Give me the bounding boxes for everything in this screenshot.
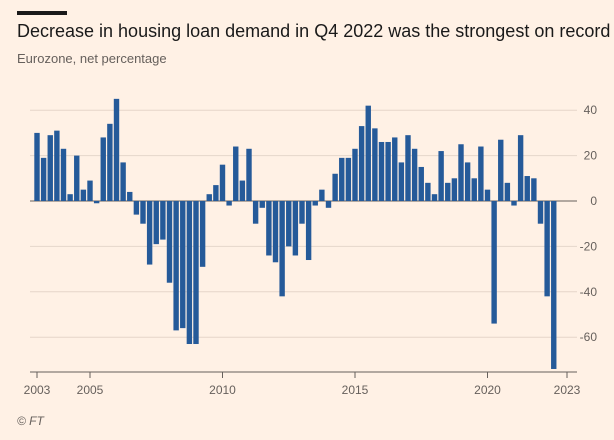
bar bbox=[478, 146, 484, 201]
bar bbox=[219, 164, 226, 201]
bar bbox=[213, 185, 219, 201]
bar bbox=[431, 194, 438, 201]
bar bbox=[524, 176, 530, 201]
bar bbox=[60, 148, 67, 201]
bar bbox=[146, 201, 153, 265]
bar bbox=[233, 146, 239, 201]
bar bbox=[385, 141, 391, 201]
bar bbox=[193, 201, 199, 345]
bar bbox=[93, 201, 100, 204]
y-tick-label: -40 bbox=[580, 285, 598, 299]
bar bbox=[312, 201, 318, 206]
bar bbox=[74, 155, 80, 201]
bar bbox=[411, 148, 418, 201]
x-tick-label: 2005 bbox=[77, 383, 104, 397]
bar bbox=[451, 178, 458, 201]
x-tick-label: 2020 bbox=[474, 383, 501, 397]
bar bbox=[504, 182, 511, 201]
bar bbox=[418, 166, 424, 201]
bar bbox=[292, 201, 299, 256]
y-tick-label: 0 bbox=[590, 194, 597, 208]
y-tick-label: -20 bbox=[580, 239, 598, 253]
bar bbox=[153, 201, 159, 245]
bar bbox=[531, 178, 537, 201]
bar bbox=[186, 201, 193, 345]
axes: 40 20 0 -20 -40 -60 2003 2005 2010 2015 2020 2023 bbox=[24, 103, 598, 397]
bar bbox=[392, 137, 398, 201]
bar bbox=[345, 157, 352, 201]
bar bbox=[107, 123, 113, 201]
bar bbox=[405, 135, 411, 201]
bar bbox=[100, 137, 106, 201]
bar bbox=[498, 139, 504, 201]
bar bbox=[239, 180, 246, 201]
bar bbox=[127, 191, 133, 201]
bar bbox=[544, 201, 550, 297]
bar bbox=[160, 201, 166, 240]
bar bbox=[246, 148, 252, 201]
bar bbox=[252, 201, 259, 224]
bar bbox=[365, 105, 371, 201]
x-tick-label: 2015 bbox=[342, 383, 369, 397]
bar bbox=[358, 126, 365, 201]
bar bbox=[120, 162, 126, 201]
bar bbox=[537, 201, 544, 224]
bar bbox=[166, 201, 173, 283]
source-credit: © FT bbox=[17, 414, 44, 428]
bar bbox=[339, 157, 345, 201]
bar bbox=[398, 162, 405, 201]
bar bbox=[325, 201, 332, 208]
bar bbox=[464, 162, 471, 201]
bars bbox=[34, 98, 557, 369]
bar bbox=[471, 178, 477, 201]
bar bbox=[372, 128, 378, 201]
bar bbox=[173, 201, 179, 331]
bar bbox=[378, 141, 385, 201]
bar bbox=[259, 201, 265, 208]
bar bbox=[279, 201, 285, 297]
bar bbox=[425, 182, 431, 201]
y-tick-label: 40 bbox=[584, 103, 598, 117]
x-tick-label: 2010 bbox=[209, 383, 236, 397]
bar bbox=[199, 201, 206, 267]
x-tick-label: 2003 bbox=[24, 383, 51, 397]
chart-subtitle: Eurozone, net percentage bbox=[17, 51, 167, 66]
x-tick-label: 2023 bbox=[554, 383, 581, 397]
y-tick-label: 20 bbox=[584, 149, 598, 163]
bar bbox=[113, 98, 120, 201]
bar bbox=[47, 135, 53, 201]
bar bbox=[80, 189, 87, 201]
bar bbox=[484, 189, 491, 201]
bar bbox=[517, 135, 524, 201]
bar bbox=[54, 130, 60, 201]
bar bbox=[206, 194, 212, 201]
bar bbox=[180, 201, 186, 329]
bar bbox=[551, 201, 557, 369]
bar bbox=[445, 182, 451, 201]
bar bbox=[511, 201, 517, 206]
bar bbox=[226, 201, 232, 206]
bar bbox=[133, 201, 140, 215]
bar bbox=[438, 151, 444, 201]
bar bbox=[352, 148, 358, 201]
bar bbox=[272, 201, 279, 263]
bar bbox=[266, 201, 272, 256]
bar bbox=[319, 189, 325, 201]
bar bbox=[140, 201, 146, 224]
y-tick-label: -60 bbox=[580, 330, 598, 344]
bar bbox=[299, 201, 305, 224]
bar bbox=[67, 194, 73, 201]
chart-title: Decrease in housing loan demand in Q4 20… bbox=[17, 21, 611, 41]
bar bbox=[332, 173, 338, 201]
bar bbox=[305, 201, 312, 261]
bar bbox=[40, 157, 47, 201]
ft-topbar bbox=[17, 11, 67, 15]
bar bbox=[34, 132, 40, 201]
bar bbox=[458, 144, 464, 201]
bar bbox=[286, 201, 292, 247]
bar bbox=[491, 201, 497, 324]
bar bbox=[87, 180, 93, 201]
